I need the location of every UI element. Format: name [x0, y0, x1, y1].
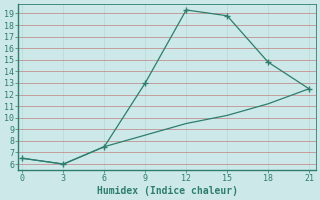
X-axis label: Humidex (Indice chaleur): Humidex (Indice chaleur)	[97, 186, 237, 196]
